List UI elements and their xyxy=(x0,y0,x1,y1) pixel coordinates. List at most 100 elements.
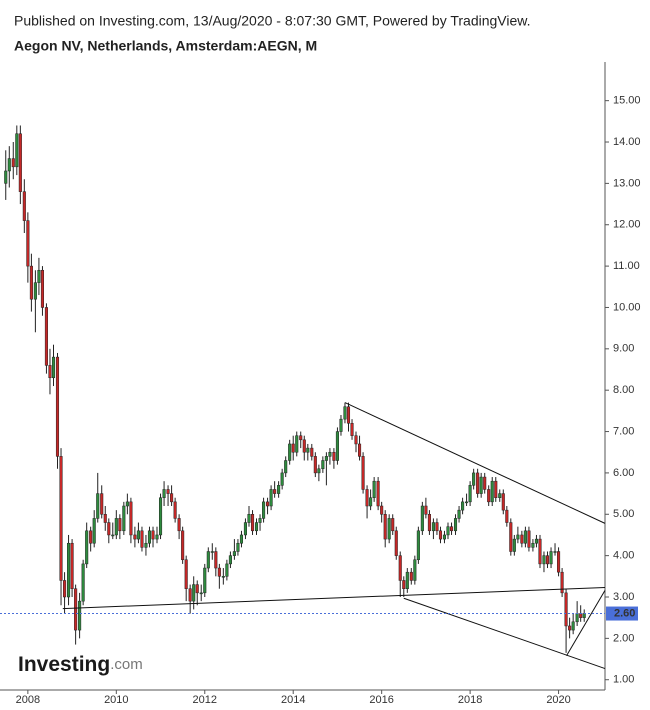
candle-body xyxy=(402,580,406,589)
candle-body xyxy=(468,485,472,503)
candle-body xyxy=(125,501,129,507)
candle-body xyxy=(531,542,535,548)
candle-body xyxy=(575,613,579,623)
candle-body xyxy=(184,559,188,589)
candle-body xyxy=(302,439,306,453)
candle-body xyxy=(332,451,336,461)
candle-body xyxy=(33,282,37,300)
candle-body xyxy=(538,538,542,565)
candle-body xyxy=(158,497,163,536)
trend-line xyxy=(344,402,606,524)
candle-body xyxy=(155,534,159,540)
x-tick-label: 2016 xyxy=(369,694,393,706)
candle-body xyxy=(557,551,561,573)
candle-body xyxy=(129,501,133,536)
candle-body xyxy=(582,613,586,618)
candle-body xyxy=(199,592,203,595)
candle-body xyxy=(405,571,409,589)
candle-body xyxy=(442,534,447,540)
last-price-box xyxy=(606,606,638,621)
candle-body xyxy=(55,356,60,457)
candle-body xyxy=(133,534,137,540)
candle-body xyxy=(361,456,365,490)
candle-body xyxy=(479,476,483,494)
candle-body xyxy=(210,551,214,553)
candle-body xyxy=(170,493,174,503)
candle-body xyxy=(89,530,93,544)
y-tick-label: 11.00 xyxy=(613,260,640,272)
candle-body xyxy=(560,571,564,594)
x-tick-label: 2008 xyxy=(16,694,40,706)
y-tick-label: 8.00 xyxy=(613,384,634,396)
candle-body xyxy=(48,365,52,379)
candle-body xyxy=(424,505,428,515)
candle-body xyxy=(195,584,199,594)
candle-body xyxy=(51,356,56,379)
y-tick-label: 2.00 xyxy=(613,632,634,644)
candle-body xyxy=(103,514,107,523)
candle-body xyxy=(277,485,281,494)
candle-body xyxy=(310,447,314,457)
candle-body xyxy=(81,563,85,602)
candle-body xyxy=(269,489,273,507)
candle-body xyxy=(63,580,67,598)
candle-body xyxy=(369,497,373,507)
candle-body xyxy=(258,518,262,523)
x-tick-label: 2014 xyxy=(281,694,305,706)
candle-body xyxy=(376,480,380,507)
candle-body xyxy=(247,514,251,523)
candle-body xyxy=(188,588,192,602)
candle-body xyxy=(78,600,82,631)
candle-body xyxy=(262,501,266,519)
candle-body xyxy=(387,518,391,540)
candle-body xyxy=(203,567,207,594)
trend-line xyxy=(566,590,606,656)
candle-body xyxy=(26,220,30,267)
last-price-label: 2.60 xyxy=(614,607,635,619)
y-tick-label: 13.00 xyxy=(613,177,641,189)
candle-body xyxy=(383,514,387,540)
candle-body xyxy=(568,625,572,631)
candle-body xyxy=(18,133,22,192)
candle-body xyxy=(67,542,71,598)
candle-body xyxy=(564,592,568,627)
y-tick-label: 1.00 xyxy=(613,674,634,686)
x-tick-label: 2018 xyxy=(458,694,482,706)
candle-body xyxy=(92,518,96,544)
candle-body xyxy=(446,526,450,536)
candle-body xyxy=(232,551,236,556)
candle-body xyxy=(22,191,26,221)
candle-body xyxy=(100,493,104,515)
candle-body xyxy=(413,559,417,581)
candle-body xyxy=(111,534,115,537)
candle-body xyxy=(354,435,358,445)
candle-body xyxy=(173,501,177,519)
candle-body xyxy=(118,518,122,532)
y-tick-label: 3.00 xyxy=(613,591,634,603)
candle-body xyxy=(37,269,41,283)
y-tick-label: 4.00 xyxy=(613,550,634,562)
logo: Investing.com xyxy=(18,653,143,676)
y-tick-label: 12.00 xyxy=(613,219,641,231)
candle-body xyxy=(420,505,424,532)
candle-body xyxy=(509,522,513,552)
candle-body xyxy=(107,522,111,536)
header: Published on Investing.com, 13/Aug/2020 … xyxy=(14,13,531,29)
candle-body xyxy=(295,435,299,453)
candle-body xyxy=(365,489,369,507)
candle-body xyxy=(85,530,89,565)
candle-body xyxy=(40,269,44,308)
candle-body xyxy=(74,588,78,631)
trend-line xyxy=(62,586,606,610)
candle-body xyxy=(44,307,48,366)
candle-body xyxy=(438,530,443,540)
candle-body xyxy=(416,530,420,561)
candle-body xyxy=(317,468,321,474)
candle-body xyxy=(553,551,557,553)
candle-body xyxy=(505,509,509,523)
candle-body xyxy=(59,456,63,581)
candle-body xyxy=(409,571,413,581)
candle-body xyxy=(136,530,140,540)
